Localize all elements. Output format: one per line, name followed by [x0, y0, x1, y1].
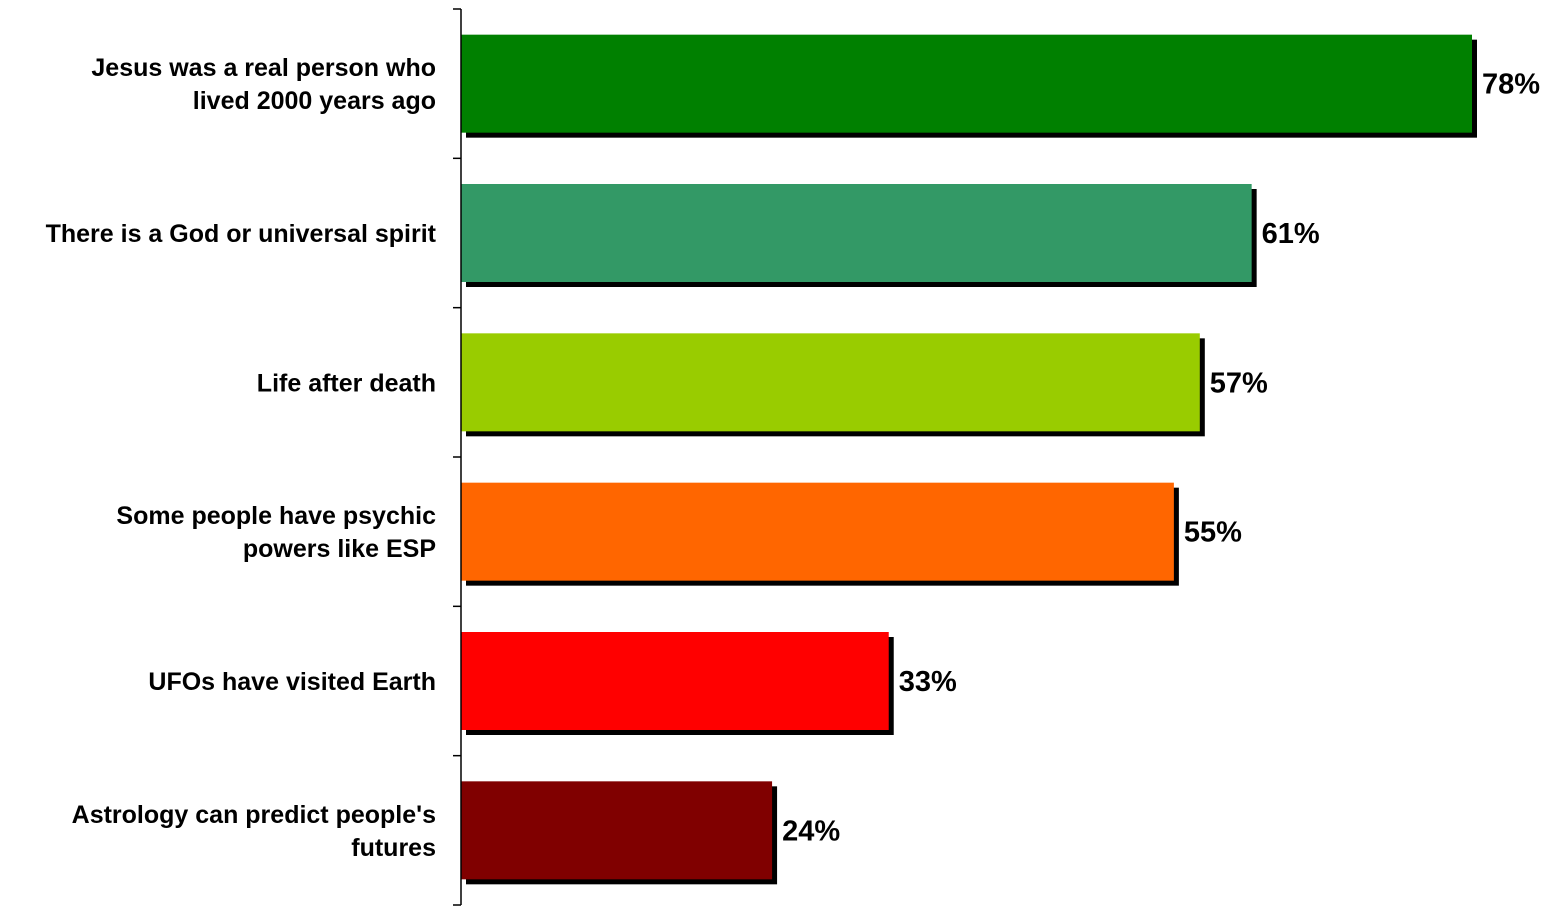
category-label-line: lived 2000 years ago — [193, 87, 436, 115]
value-label: 78% — [1482, 69, 1540, 101]
category-axis — [453, 8, 462, 906]
category-label-line: Astrology can predict people's — [72, 801, 436, 829]
category-label: UFOs have visited Earth — [148, 668, 436, 696]
bar — [461, 184, 1252, 282]
bar — [461, 632, 889, 730]
value-label: 24% — [782, 815, 840, 847]
bar — [461, 333, 1200, 432]
value-label: 55% — [1184, 517, 1242, 549]
category-label: Life after death — [257, 369, 436, 397]
category-label-line: There is a God or universal spirit — [46, 220, 437, 248]
labels-layer: 78% Jesus was a real person who lived 2000… — [46, 54, 1541, 862]
value-label: 57% — [1210, 367, 1268, 399]
category-label-line: UFOs have visited Earth — [148, 668, 436, 696]
category-label-line: Life after death — [257, 369, 436, 397]
category-label: Jesus was a real person who lived 2000 ye… — [91, 54, 436, 115]
value-label: 33% — [899, 666, 957, 698]
category-label-line: futures — [351, 834, 436, 862]
category-label-line: Some people have psychic — [116, 502, 436, 530]
bar — [461, 34, 1472, 133]
category-label: There is a God or universal spirit — [46, 220, 437, 248]
bar — [461, 781, 773, 880]
category-label-line: Jesus was a real person who — [91, 54, 436, 82]
value-label: 61% — [1262, 218, 1320, 250]
category-label: Astrology can predict people's futures — [72, 801, 436, 862]
bars-layer — [461, 34, 1477, 885]
bar — [461, 482, 1174, 581]
category-label-line: powers like ESP — [243, 535, 436, 563]
category-label: Some people have psychic powers like ESP — [116, 502, 436, 563]
